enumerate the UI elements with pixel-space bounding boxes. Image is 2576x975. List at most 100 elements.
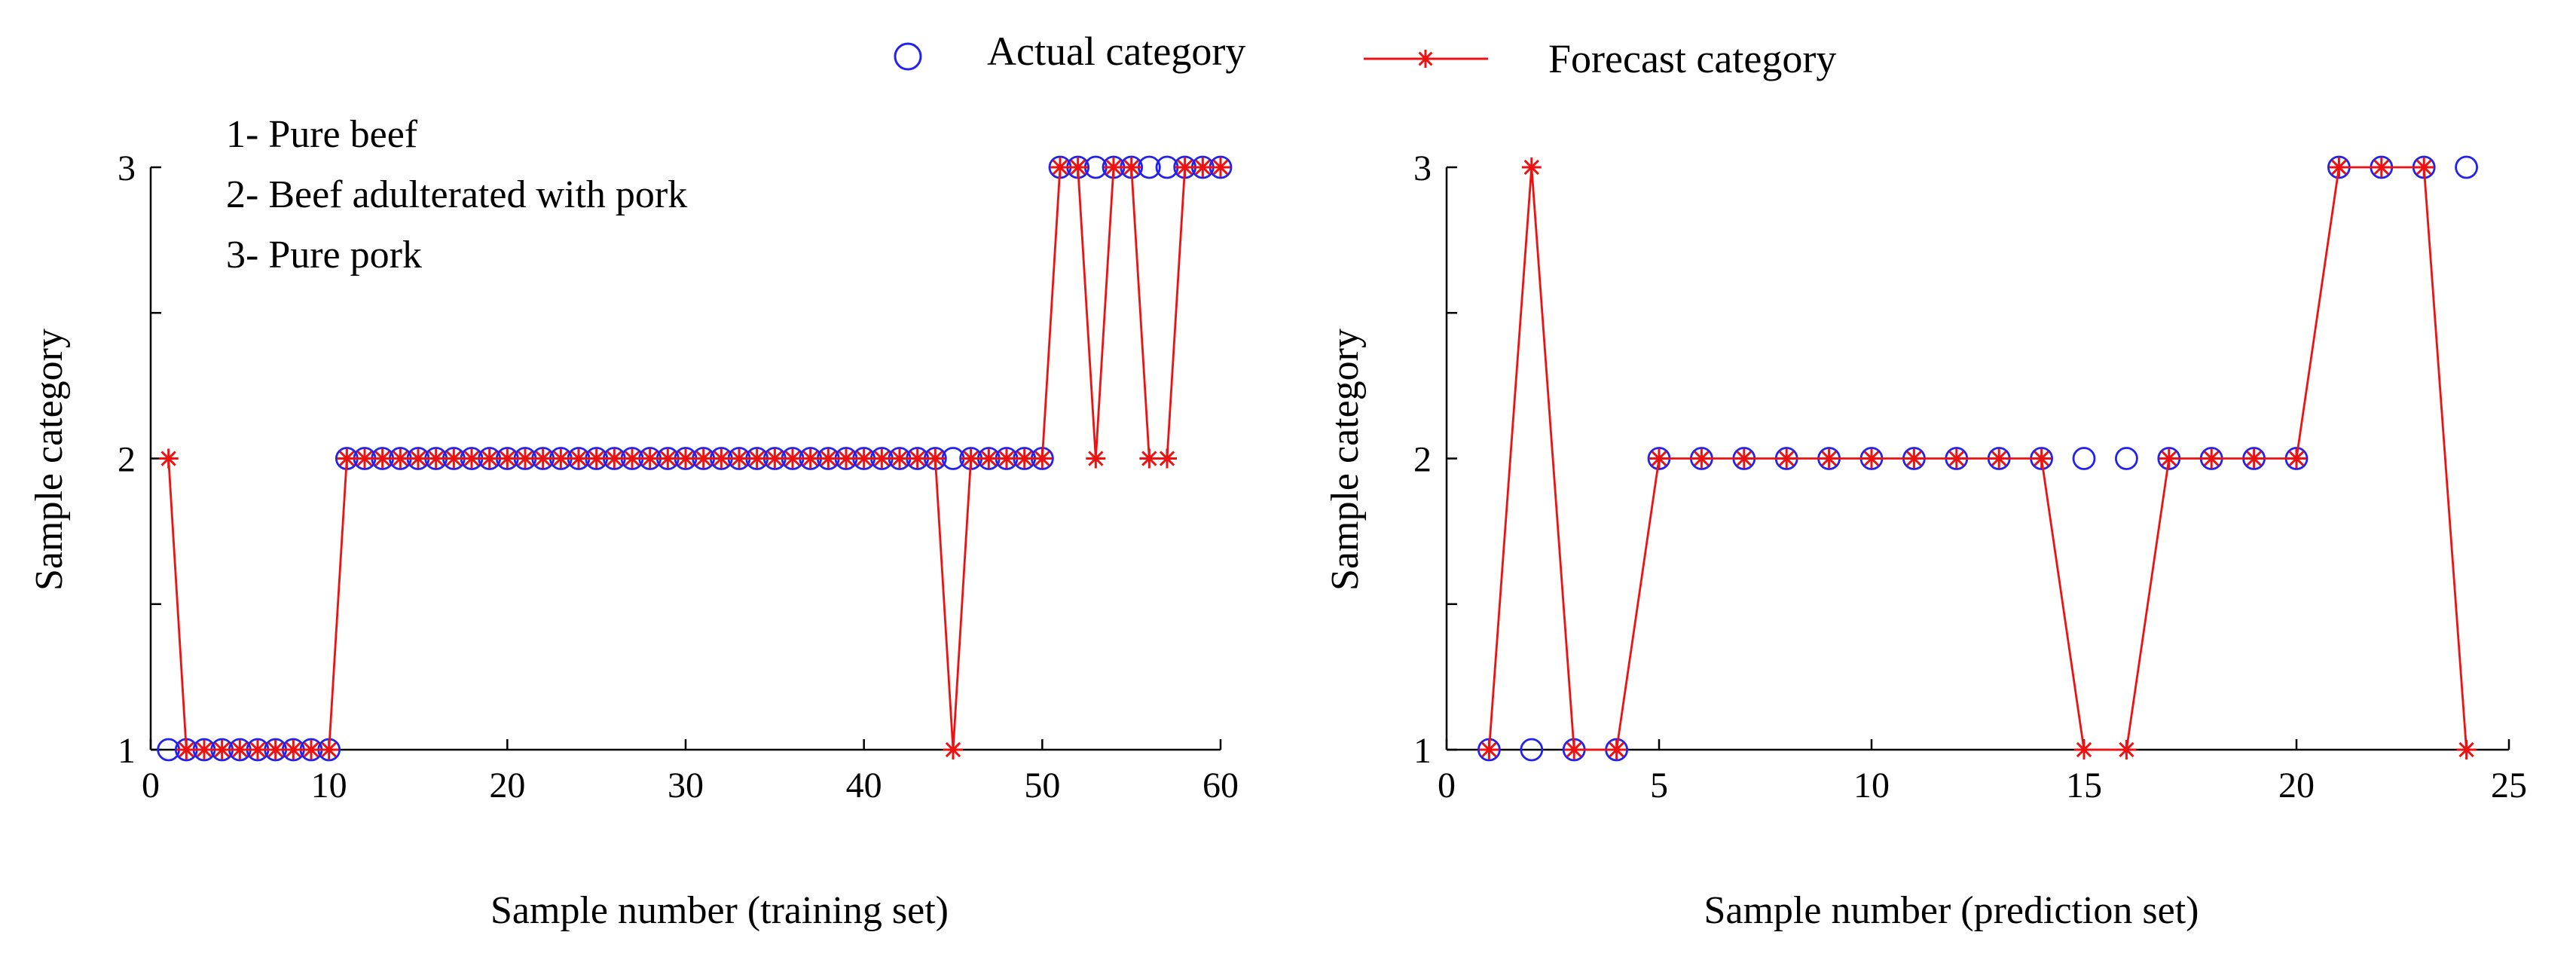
forecast-point	[783, 448, 802, 469]
forecast-point	[1068, 157, 1088, 177]
legend-actual-label: Actual category	[987, 29, 1245, 74]
training-x-axis-label: Sample number (training set)	[490, 889, 949, 932]
forecast-point	[836, 448, 856, 469]
forecast-point	[1157, 448, 1177, 469]
x-tick-label: 0	[142, 766, 160, 805]
x-tick-label: 20	[489, 766, 525, 805]
forecast-point	[1819, 448, 1839, 469]
training-chart: 1- Pure beef 2- Beef adulterated with po…	[28, 113, 1239, 932]
x-tick-label: 10	[311, 766, 347, 805]
forecast-point	[1104, 157, 1123, 177]
forecast-point	[1175, 157, 1195, 177]
forecast-point	[1014, 448, 1034, 469]
forecast-point	[765, 448, 785, 469]
forecast-point	[2159, 448, 2179, 469]
forecast-point	[515, 448, 535, 469]
forecast-point	[551, 448, 571, 469]
forecast-point	[1139, 448, 1160, 469]
forecast-point	[1862, 448, 1881, 469]
y-tick-label: 3	[1413, 148, 1432, 188]
forecast-point	[1564, 740, 1584, 760]
forecast-point	[462, 448, 481, 469]
forecast-point	[1121, 157, 1141, 177]
forecast-point	[390, 448, 411, 469]
forecast-point	[176, 740, 197, 760]
forecast-point	[194, 740, 214, 760]
forecast-point	[907, 448, 927, 469]
legend-actual-marker	[894, 42, 922, 71]
actual-point	[2455, 155, 2479, 179]
forecast-point	[372, 448, 393, 469]
x-tick-label: 60	[1202, 766, 1239, 805]
category-key-item-2: 2- Beef adulterated with pork	[226, 173, 687, 216]
forecast-point	[301, 740, 321, 760]
forecast-point	[1777, 448, 1797, 469]
y-tick-label: 1	[1413, 731, 1432, 771]
forecast-point	[283, 740, 304, 760]
forecast-point	[711, 448, 732, 469]
forecast-point	[355, 448, 374, 469]
forecast-point	[800, 448, 820, 469]
forecast-point	[676, 448, 695, 469]
forecast-point	[2074, 740, 2094, 760]
forecast-point	[1649, 448, 1669, 469]
forecast-point	[230, 740, 250, 760]
forecast-point	[444, 448, 464, 469]
x-tick-label: 40	[846, 766, 882, 805]
y-tick-label: 1	[118, 731, 136, 771]
forecast-point	[212, 740, 232, 760]
category-key-item-1: 1- Pure beef	[226, 113, 418, 156]
forecast-point	[265, 740, 286, 760]
forecast-point	[1479, 740, 1499, 760]
forecast-point	[1086, 448, 1106, 469]
forecast-point	[1989, 448, 2009, 469]
forecast-point	[658, 448, 678, 469]
forecast-point	[497, 448, 518, 469]
forecast-point	[747, 448, 767, 469]
x-tick-label: 10	[1853, 766, 1890, 805]
forecast-point	[1193, 157, 1213, 177]
forecast-point	[426, 448, 446, 469]
forecast-point	[693, 448, 714, 469]
forecast-point	[943, 740, 963, 760]
forecast-line	[1488, 166, 2468, 751]
x-tick-label: 50	[1024, 766, 1060, 805]
forecast-point	[604, 448, 625, 469]
forecast-point	[2031, 448, 2052, 469]
forecast-point	[890, 448, 909, 469]
forecast-point	[586, 448, 607, 469]
forecast-point	[2202, 448, 2222, 469]
x-tick-label: 15	[2066, 766, 2102, 805]
forecast-point	[248, 740, 267, 760]
forecast-point	[319, 740, 339, 760]
category-key-item-3: 3- Pure pork	[226, 234, 422, 277]
training-y-axis-label: Sample category	[28, 329, 71, 591]
prediction-x-axis-label: Sample number (prediction set)	[1704, 889, 2199, 932]
x-tick-label: 5	[1650, 766, 1668, 805]
y-tick-label: 2	[118, 440, 136, 480]
forecast-point	[854, 448, 874, 469]
forecast-point	[925, 448, 946, 469]
x-tick-label: 0	[1438, 766, 1456, 805]
forecast-point	[1904, 448, 1924, 469]
forecast-point	[2287, 448, 2306, 469]
forecast-point	[1946, 448, 1966, 469]
x-tick-label: 30	[668, 766, 704, 805]
prediction-y-axis-label: Sample category	[1324, 329, 1367, 591]
forecast-point	[479, 448, 500, 469]
forecast-point	[997, 448, 1016, 469]
forecast-point	[1211, 157, 1230, 177]
forecast-point	[2244, 448, 2264, 469]
forecast-point	[1734, 448, 1754, 469]
forecast-point	[872, 448, 892, 469]
forecast-point	[2329, 157, 2349, 177]
forecast-point	[1032, 448, 1053, 469]
y-tick-label: 2	[1413, 440, 1432, 480]
forecast-point	[1606, 740, 1627, 760]
forecast-point	[640, 448, 660, 469]
forecast-point	[622, 448, 642, 469]
forecast-point	[1521, 157, 1542, 177]
x-tick-label: 25	[2491, 766, 2527, 805]
actual-point	[2114, 447, 2138, 470]
